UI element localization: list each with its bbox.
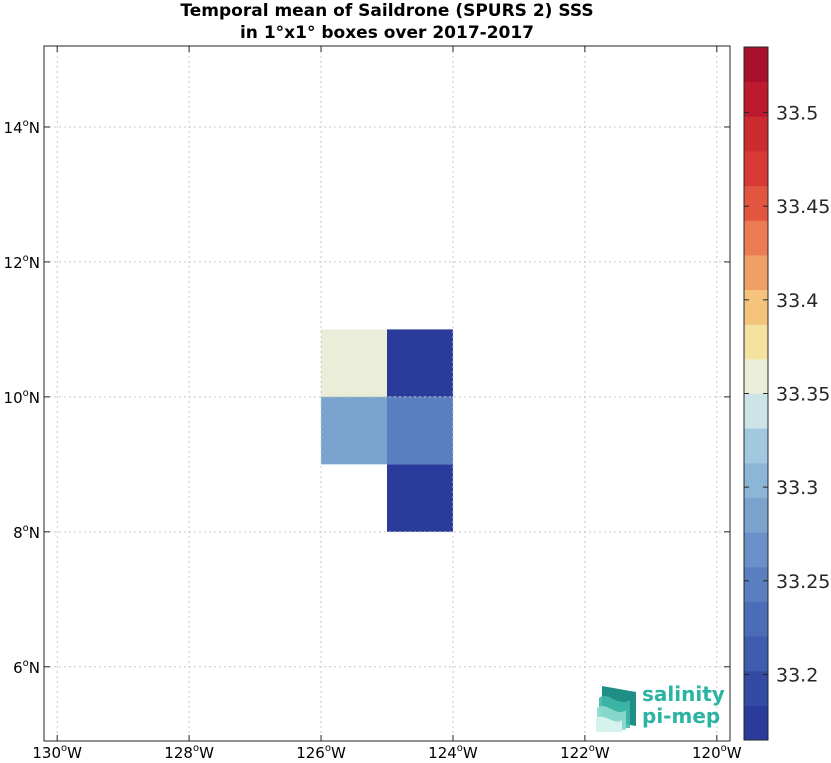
colorbar-swatch-2 [744,636,768,672]
colorbar-swatch-8 [744,428,768,464]
y-tick-label-0: 6oN [13,658,40,677]
colorbar-swatch-10 [744,358,768,394]
colorbar-tick-label-2: 33.3 [776,477,818,499]
x-tick-label-5: 120oW [692,743,742,762]
colorbar-swatch-1 [744,670,768,706]
colorbar-swatch-19 [744,47,768,83]
colorbar-tick-label-1: 33.25 [776,571,830,593]
colorbar-tick-label-6: 33.5 [776,103,818,125]
x-tick-label-4: 122oW [560,743,610,762]
salinity-pi-mep-logo: salinity pi-mep [596,682,726,732]
colorbar-swatch-0 [744,705,768,741]
colorbar-swatch-5 [744,532,768,568]
chart-title-line-1: Temporal mean of Saildrone (SPURS 2) SSS [180,1,594,21]
colorbar-swatch-4 [744,566,768,602]
colorbar-swatch-12 [744,289,768,325]
sss-cell-4 [387,464,453,532]
plot-frame [43,45,731,742]
y-tick-label-1: 8oN [13,523,40,542]
sss-cell-0 [321,329,387,397]
y-tick-label-3: 12oN [4,253,40,272]
chart-title: Temporal mean of Saildrone (SPURS 2) SSS… [44,0,730,44]
x-tick-label-3: 124oW [428,743,478,762]
colorbar-swatch-9 [744,393,768,429]
colorbar-swatch-15 [744,185,768,221]
colorbar-swatch-18 [744,81,768,117]
colorbar-swatch-13 [744,254,768,291]
colorbar-swatch-16 [744,150,768,187]
colorbar-swatch-3 [744,601,768,637]
colorbar-tick-label-5: 33.45 [776,196,830,218]
colorbar-tick-label-3: 33.35 [776,384,830,406]
colorbar-tick-label-4: 33.4 [776,290,818,312]
colorbar-swatch-6 [744,497,768,533]
colorbar-tick-label-0: 33.2 [776,664,818,686]
colorbar-swatch-14 [744,220,768,256]
x-tick-label-2: 126oW [296,743,346,762]
colorbar-swatch-7 [744,462,768,498]
x-tick-label-1: 128oW [164,743,214,762]
colorbar-swatch-17 [744,116,768,152]
colorbar: 33.2 33.25 33.3 33.35 33.4 33.45 33.5 [743,46,830,741]
sss-cell-2 [321,396,387,465]
logo-text-line-2: pi-mep [642,704,721,728]
plot-area: 130oW 128oW 126oW 124oW 122oW 120oW 6oN 8oN 10oN… [4,45,742,762]
chart-title-line-2: in 1°x1° boxes over 2017-2017 [239,23,535,43]
sss-cell-3 [387,396,453,465]
logo-waves-icon [596,686,636,732]
colorbar-swatch-11 [744,324,768,360]
y-tick-label-2: 10oN [4,388,40,407]
logo-text-line-1: salinity [642,682,725,706]
y-tick-label-4: 14oN [4,118,40,137]
x-tick-label-0: 130oW [32,743,82,762]
sss-cell-1 [387,329,453,397]
